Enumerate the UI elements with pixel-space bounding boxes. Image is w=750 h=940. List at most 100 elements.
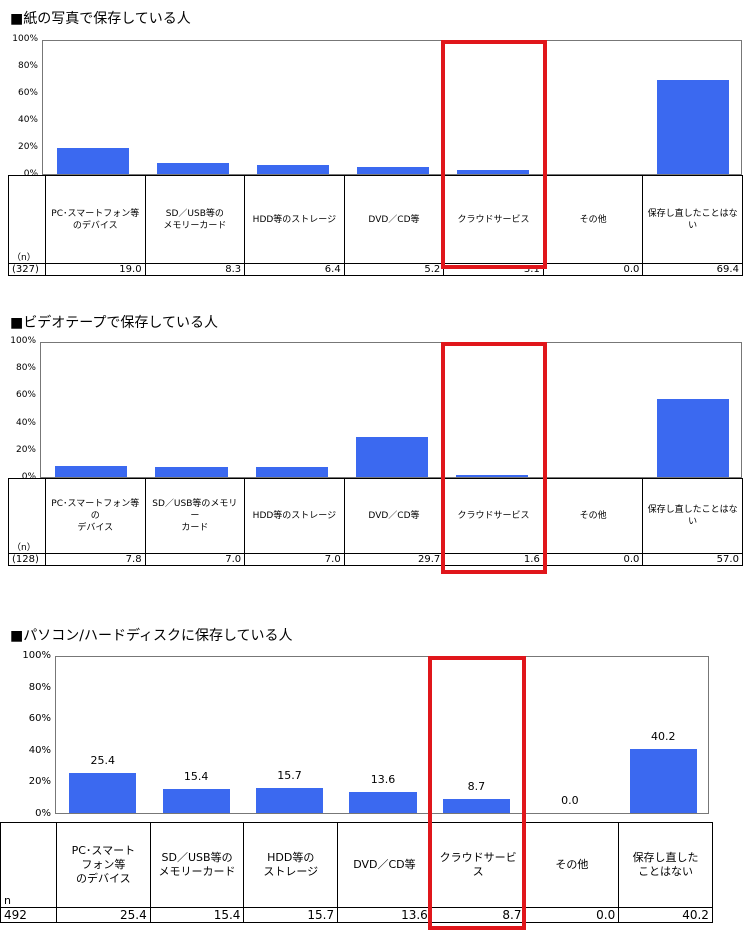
bar-2 (162, 788, 230, 813)
value-cell: 57.0 (642, 553, 743, 566)
plot-area (42, 40, 742, 175)
chart-title: ■ビデオテープで保存している人 (10, 315, 218, 331)
value-cell: 0.0 (542, 553, 644, 566)
value-cell: 5.2 (343, 263, 445, 276)
n-value: (327) (8, 263, 46, 276)
bar-1 (57, 148, 129, 174)
bar-4 (349, 791, 417, 813)
data-label: 15.4 (183, 769, 209, 783)
category-label: 保存し直したことはない (642, 478, 743, 554)
value-cell: 69.4 (642, 263, 743, 276)
bar-3 (255, 788, 324, 813)
value-cell: 8.3 (144, 263, 246, 276)
data-table: （n） PC･スマートフォン等 のデバイス SD／USB等の メモリーカード HDD等… (8, 175, 743, 276)
value-cell: 0.0 (542, 263, 644, 276)
chart-title: ■紙の写真で保存している人 (10, 11, 191, 27)
category-row: n PC･スマート フォン等 のデバイス SD／USB等の メモリーカード HDD等の… (0, 822, 713, 908)
category-label: DVD／CD等 (343, 175, 445, 264)
bar-5 (456, 474, 529, 477)
y-tick-label: 80% (28, 681, 51, 693)
highlight-box (428, 656, 526, 930)
n-value: (128) (8, 553, 46, 566)
y-tick-label: 100% (22, 650, 51, 661)
category-label: HDD等のストレージ (244, 478, 345, 554)
category-label: その他 (524, 822, 620, 908)
category-label: PC･スマート フォン等 のデバイス (56, 822, 151, 908)
bar-7 (629, 749, 697, 813)
category-label: PC･スマートフォン等の デバイス (45, 478, 146, 554)
plot-area (40, 342, 742, 478)
value-cell: 7.8 (45, 553, 146, 566)
category-label: 保存し直したことはない (642, 175, 743, 264)
category-label: DVD／CD等 (337, 822, 432, 908)
data-table: （n） PC･スマートフォン等の デバイス SD／USB等のメモリー カード HDD等… (8, 478, 743, 566)
bar-4 (355, 436, 429, 477)
y-tick-label: 80% (17, 61, 38, 71)
value-row: (128) 7.8 7.0 7.0 29.7 1.6 0.0 57.0 (8, 553, 743, 566)
data-label: 40.2 (651, 730, 676, 744)
n-label: （n） (8, 175, 46, 264)
y-tick-label: 100% (12, 34, 38, 44)
y-tick-label: 100% (10, 336, 36, 346)
n-value: 492 (0, 907, 57, 923)
category-label: クラウドサービス (430, 822, 526, 908)
bar-3 (255, 467, 328, 477)
bar-4 (357, 166, 429, 174)
y-tick-label: 0% (35, 808, 51, 819)
highlight-box (441, 40, 547, 269)
bar-2 (155, 467, 228, 477)
data-label: 13.6 (370, 772, 396, 786)
value-cell: 0.0 (524, 907, 620, 923)
category-label: HDD等の ストレージ (243, 822, 339, 908)
bar-3 (257, 165, 329, 174)
y-tick-label: 0% (21, 472, 36, 482)
highlight-box (441, 342, 547, 574)
n-label: （n） (8, 478, 46, 554)
value-row: (327) 19.0 8.3 6.4 5.2 3.1 0.0 69.4 (8, 263, 743, 276)
y-tick-label: 40% (28, 744, 51, 756)
category-label: DVD／CD等 (343, 478, 445, 554)
category-row: （n） PC･スマートフォン等の デバイス SD／USB等のメモリー カード HDD等… (8, 478, 743, 554)
y-tick-label: 20% (15, 444, 36, 455)
value-cell: 19.0 (45, 263, 146, 276)
bar-1 (69, 772, 137, 813)
category-label: SD／USB等の メモリーカード (144, 175, 246, 264)
bar-1 (55, 466, 128, 477)
category-label: PC･スマートフォン等 のデバイス (45, 175, 146, 264)
data-label: 8.7 (467, 780, 486, 794)
y-tick-label: 40% (17, 115, 38, 125)
category-label: HDD等のストレージ (244, 175, 345, 264)
data-label: 15.7 (277, 769, 302, 783)
value-row: 492 25.4 15.4 15.7 13.6 8.7 0.0 40.2 (0, 907, 713, 923)
bar-5 (442, 799, 511, 813)
y-tick-label: 0% (23, 169, 38, 179)
value-cell: 6.4 (244, 263, 345, 276)
value-cell: 29.7 (343, 553, 445, 566)
y-tick-label: 80% (15, 363, 36, 374)
category-label: クラウドサービス (443, 175, 544, 264)
y-tick-label: 60% (28, 713, 51, 725)
bar-7 (656, 399, 729, 477)
value-cell: 8.7 (430, 907, 526, 923)
value-cell: 13.6 (337, 907, 432, 923)
category-row: （n） PC･スマートフォン等 のデバイス SD／USB等の メモリーカード HDD等… (8, 175, 743, 264)
bar-7 (657, 80, 729, 174)
value-cell: 15.7 (243, 907, 339, 923)
plot-area: 25.4 15.4 15.7 13.6 8.7 0.0 40.2 (55, 656, 709, 814)
category-label: 保存し直した ことはない (618, 822, 713, 908)
data-label: 0.0 (561, 794, 579, 807)
y-tick-label: 40% (15, 417, 36, 428)
y-tick-label: 60% (15, 390, 36, 401)
n-label: n (0, 822, 57, 908)
category-label: その他 (542, 175, 644, 264)
category-label: SD／USB等のメモリー カード (144, 478, 246, 554)
value-cell: 40.2 (618, 907, 713, 923)
value-cell: 15.4 (149, 907, 245, 923)
y-tick-label: 20% (28, 776, 51, 788)
data-table: n PC･スマート フォン等 のデバイス SD／USB等の メモリーカード HDD等の… (0, 822, 713, 923)
category-label: その他 (542, 478, 644, 554)
data-label: 25.4 (90, 753, 115, 767)
value-cell: 25.4 (56, 907, 151, 923)
bar-5 (457, 169, 529, 174)
value-cell: 7.0 (244, 553, 345, 566)
